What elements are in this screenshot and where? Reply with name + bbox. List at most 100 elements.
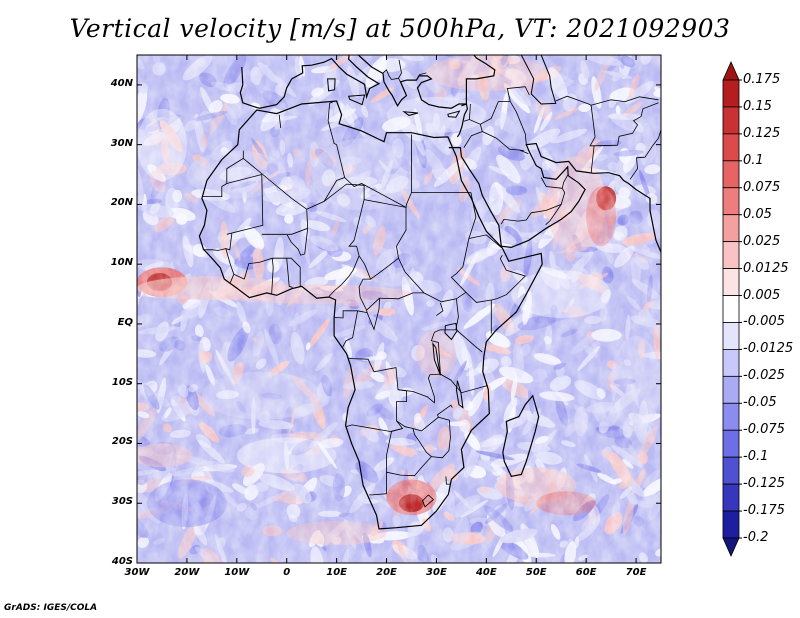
- country-border: [411, 134, 471, 193]
- x-tick-label: 30E: [426, 567, 447, 578]
- x-tick-label: 10W: [224, 567, 250, 578]
- colorbar-label: 0.125: [743, 125, 781, 141]
- colorbar-swatch: [722, 79, 740, 108]
- colorbar-swatch: [722, 187, 740, 216]
- island-coastline: [347, 94, 366, 106]
- y-tick-label: 30S: [111, 496, 133, 508]
- europe-coastline: [239, 55, 381, 109]
- country-border: [342, 310, 358, 348]
- country-border: [358, 278, 371, 313]
- colorbar-label: 0.1: [743, 152, 764, 168]
- colorbar-label: 0.0125: [743, 260, 789, 276]
- lake-outline: [432, 341, 441, 376]
- country-border: [594, 102, 659, 147]
- country-border: [278, 114, 282, 128]
- y-tick-label: 10S: [111, 376, 133, 388]
- country-border: [271, 258, 274, 294]
- country-border: [203, 248, 226, 251]
- country-border: [430, 329, 456, 375]
- y-tick-label: 40S: [111, 556, 133, 567]
- colorbar-swatch: [722, 402, 740, 431]
- colorbar-label: -0.2: [743, 530, 769, 545]
- y-tick-label: 20N: [110, 197, 133, 209]
- country-border: [416, 72, 427, 81]
- y-tick-label: 20S: [111, 436, 133, 448]
- colorbar-label: -0.05: [743, 395, 777, 411]
- country-border: [366, 292, 424, 311]
- colorbar: [722, 61, 742, 557]
- country-border: [327, 103, 337, 145]
- x-tick-label: 10E: [326, 567, 347, 578]
- colorbar-label: -0.005: [743, 314, 785, 330]
- country-border: [344, 177, 412, 209]
- colorbar-label: 0.005: [743, 287, 781, 303]
- colorbar-swatch: [722, 295, 740, 323]
- colorbar-swatch: [722, 133, 740, 162]
- y-tick-label: EQ: [117, 316, 133, 328]
- colorbar-swatch: [722, 268, 740, 296]
- country-border: [445, 476, 451, 485]
- country-border: [469, 103, 471, 120]
- country-border: [357, 310, 368, 313]
- island-coastline: [684, 270, 695, 288]
- country-border: [436, 302, 444, 316]
- africa-coastline: [198, 100, 543, 530]
- colorbar-swatch: [722, 483, 740, 512]
- country-border: [382, 69, 399, 80]
- country-border: [440, 373, 488, 394]
- island-coastline: [327, 78, 336, 92]
- y-tick-label: 30N: [110, 137, 133, 149]
- colorbar-label: -0.175: [743, 503, 785, 519]
- madagascar-coastline: [502, 394, 540, 477]
- country-border: [286, 228, 309, 256]
- colorbar-swatch: [722, 349, 740, 377]
- country-border: [422, 494, 434, 508]
- balkans-turkey-coastline: [357, 55, 496, 109]
- island-coastline: [447, 110, 461, 118]
- country-border: [226, 173, 264, 235]
- country-border: [369, 455, 387, 496]
- colorbar-label: 0.15: [743, 98, 772, 114]
- country-border: [506, 86, 530, 102]
- country-border: [397, 373, 441, 404]
- colorbar-label: -0.075: [743, 422, 785, 438]
- lake-outline: [455, 380, 464, 409]
- colorbar-swatch: [722, 429, 740, 458]
- colorbar-bottom-arrow: [722, 537, 740, 557]
- x-tick-label: 50E: [525, 567, 547, 578]
- country-border: [465, 255, 527, 303]
- field-texture: [137, 55, 661, 563]
- colorbar-label: -0.1: [743, 449, 769, 465]
- colorbar-label: 0.175: [743, 72, 781, 87]
- caspian-coastline: [520, 55, 557, 105]
- x-tick-label: 40E: [475, 567, 497, 578]
- y-tick-label: 10N: [110, 257, 133, 269]
- x-tick-label: 20W: [174, 567, 200, 578]
- y-tick-label: 40N: [110, 77, 133, 89]
- country-border: [412, 416, 451, 459]
- country-border: [519, 149, 529, 154]
- country-border: [545, 204, 562, 225]
- colorbar-swatch: [722, 160, 740, 189]
- island-coastline: [402, 111, 419, 116]
- colorbar-swatch: [722, 456, 740, 485]
- velocity-field: [137, 55, 661, 563]
- country-border: [455, 298, 483, 353]
- country-border: [629, 129, 661, 180]
- x-tick-label: 20E: [376, 567, 397, 578]
- country-border: [500, 177, 566, 225]
- x-tick-label: 70E: [625, 567, 647, 578]
- footer-credit: GrADS: IGES/COLA: [4, 603, 98, 613]
- colorbar-swatch: [722, 106, 740, 135]
- colorbar-swatch: [722, 322, 740, 350]
- country-border: [561, 174, 569, 189]
- arabia-coastline: [448, 142, 661, 253]
- axis-ticks: [136, 55, 661, 564]
- country-border: [334, 310, 358, 319]
- country-border: [396, 404, 453, 432]
- country-border: [386, 456, 432, 477]
- country-border: [364, 199, 467, 303]
- lake-outline: [444, 322, 458, 341]
